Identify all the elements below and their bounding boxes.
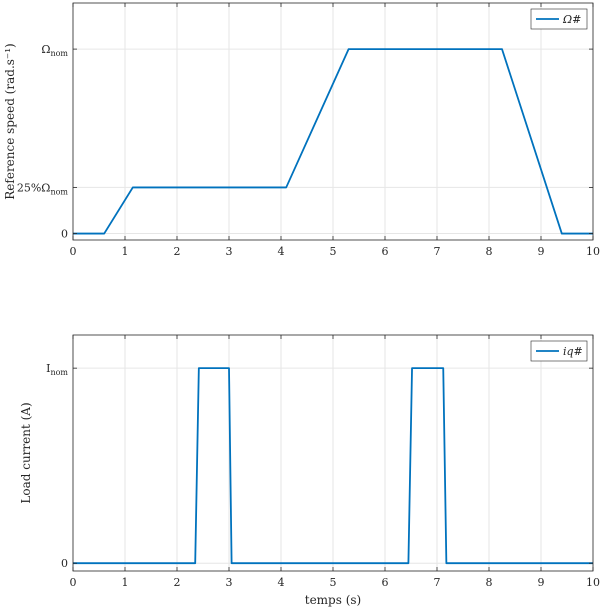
x-tick-label: 7 xyxy=(434,576,441,589)
x-tick-label: 10 xyxy=(586,576,600,589)
x-tick-label: 4 xyxy=(278,576,285,589)
x-tick-label: 2 xyxy=(174,576,181,589)
x-tick-label: 7 xyxy=(434,245,441,258)
x-tick-label: 5 xyxy=(330,576,337,589)
x-tick-label: 1 xyxy=(122,245,129,258)
x-tick-label: 0 xyxy=(70,245,77,258)
x-tick-label: 10 xyxy=(586,245,600,258)
x-tick-label: 2 xyxy=(174,245,181,258)
x-tick-label: 6 xyxy=(382,576,389,589)
legend-entry: iq# xyxy=(563,345,583,358)
y-axis-label: Reference speed (rad.s⁻¹) xyxy=(3,43,17,199)
current-chart: 0 1 2 3 4 5 6 7 8 9 10 0 Inom Load current (A) temps (… xyxy=(19,334,600,607)
y-tick-label: Ωnom xyxy=(41,43,68,58)
speed-chart: 0 1 2 3 4 5 6 7 8 9 10 0 25%Ωnom Ωnom Reference speed … xyxy=(3,2,600,258)
legend-entry: Ω# xyxy=(562,13,581,26)
y-tick-label: Inom xyxy=(46,362,68,377)
x-tick-label: 3 xyxy=(226,245,233,258)
series-line xyxy=(73,367,593,565)
x-tick-label: 4 xyxy=(278,245,285,258)
x-tick-label: 0 xyxy=(70,576,77,589)
x-axis-label: temps (s) xyxy=(305,593,361,607)
x-tick-label: 8 xyxy=(486,576,493,589)
x-tick-label: 8 xyxy=(486,245,493,258)
x-tick-label: 5 xyxy=(330,245,337,258)
x-tick-label: 9 xyxy=(538,576,545,589)
x-tick-label: 1 xyxy=(122,576,129,589)
x-tick-label: 3 xyxy=(226,576,233,589)
x-tick-label: 9 xyxy=(538,245,545,258)
y-tick-label: 0 xyxy=(61,557,68,570)
y-tick-label: 25%Ωnom xyxy=(17,181,69,196)
y-axis-label: Load current (A) xyxy=(19,402,33,503)
y-tick-label: 0 xyxy=(61,228,68,241)
series-line xyxy=(73,48,593,235)
x-tick-label: 6 xyxy=(382,245,389,258)
